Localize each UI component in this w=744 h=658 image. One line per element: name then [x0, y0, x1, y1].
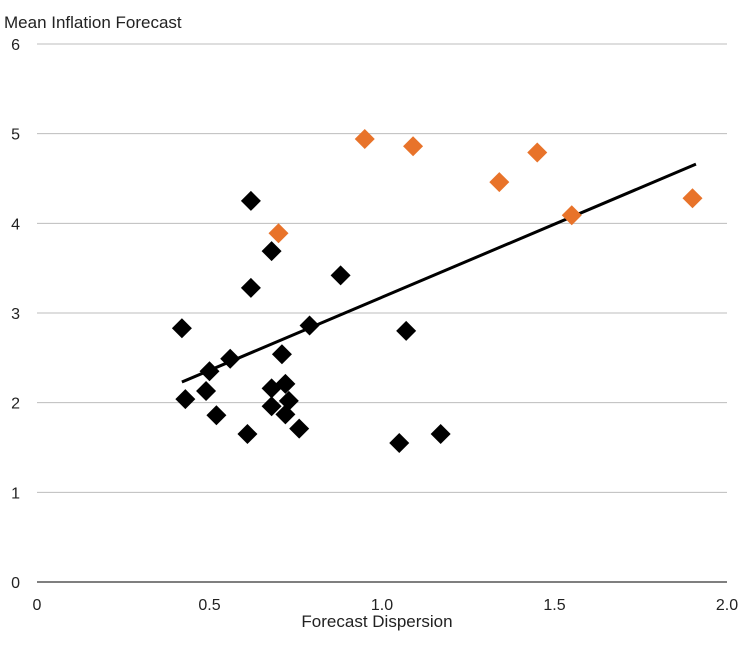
y-tick-label: 2 [11, 396, 20, 413]
data-point-black [275, 373, 296, 394]
tick-labels: 0 1 2 3 4 5 6 0 0.5 1.0 1.5 2.0 [11, 37, 738, 614]
data-point-black [278, 390, 299, 411]
data-point-black [240, 277, 261, 298]
x-tick-label: 1.0 [371, 597, 393, 614]
data-point-black [206, 405, 227, 426]
x-tick-label: 1.5 [543, 597, 565, 614]
data-point-black [389, 433, 410, 454]
y-axis-title: Mean Inflation Forecast [4, 13, 182, 32]
y-tick-label: 1 [11, 485, 20, 502]
data-point-black [199, 361, 220, 382]
data-point-black [299, 315, 320, 336]
data-point-orange [682, 188, 703, 209]
y-tick-label: 3 [11, 306, 20, 323]
trendline-group [181, 162, 697, 384]
data-point-black [330, 265, 351, 286]
data-points [171, 129, 703, 454]
data-point-black [396, 320, 417, 341]
x-tick-label: 0 [33, 597, 42, 614]
x-tick-label: 2.0 [716, 597, 738, 614]
y-tick-label: 5 [11, 127, 20, 144]
x-tick-label: 0.5 [198, 597, 220, 614]
trendline [181, 162, 697, 384]
data-point-black [261, 241, 282, 262]
data-point-black [289, 418, 310, 439]
data-point-black [261, 396, 282, 417]
data-point-orange [489, 172, 510, 193]
x-axis-title: Forecast Dispersion [301, 612, 452, 631]
data-point-black [171, 318, 192, 339]
data-point-black [196, 381, 217, 402]
data-point-black [240, 190, 261, 211]
y-tick-label: 6 [11, 37, 20, 54]
data-point-black [430, 424, 451, 445]
gridlines [37, 43, 727, 583]
data-point-black [237, 424, 258, 445]
data-point-black [175, 389, 196, 410]
y-tick-label: 4 [11, 216, 20, 233]
data-point-black [220, 348, 241, 369]
data-point-orange [403, 136, 424, 157]
data-point-orange [268, 223, 289, 244]
data-point-orange [561, 205, 582, 226]
data-point-orange [527, 142, 548, 163]
y-tick-label: 0 [11, 575, 20, 592]
data-point-orange [354, 129, 375, 150]
data-point-black [271, 344, 292, 365]
